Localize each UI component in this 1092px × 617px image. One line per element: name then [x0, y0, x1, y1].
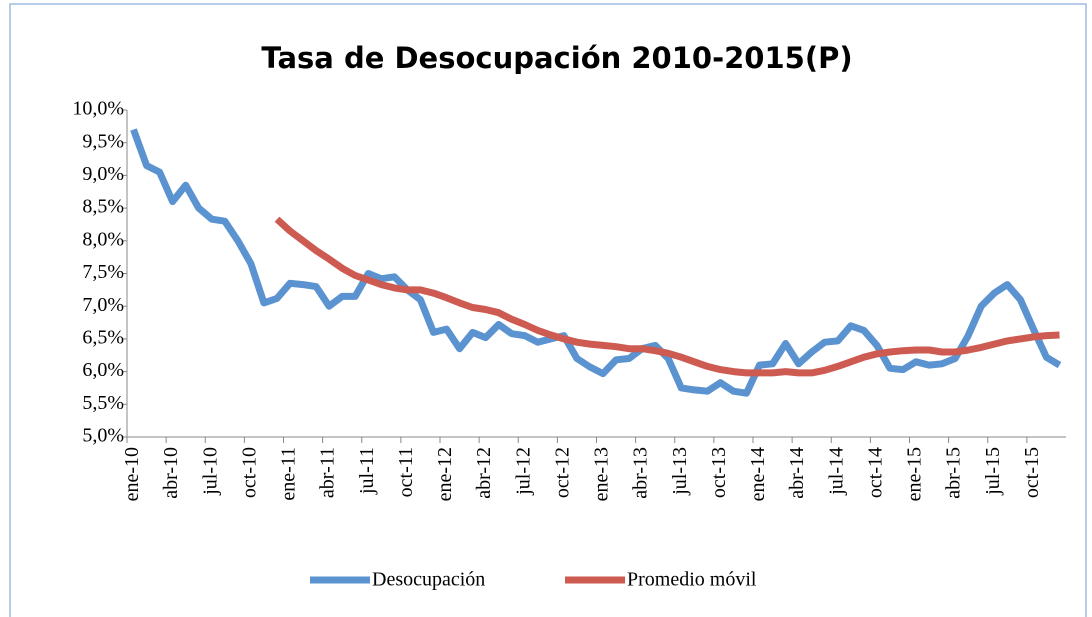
x-tick-label: oct-11	[395, 447, 417, 497]
x-tick-label: jul-10	[199, 447, 221, 496]
x-tick-label: ene-12	[434, 447, 456, 501]
legend-label: Desocupación	[372, 569, 485, 591]
y-tick-label: 7,0%	[82, 294, 124, 316]
x-tick-label: oct-15	[1021, 447, 1043, 498]
y-tick-label: 10,0%	[72, 98, 124, 120]
x-tick-label: jul-12	[512, 447, 534, 496]
y-tick-label: 9,0%	[82, 163, 124, 185]
x-tick-label: ene-11	[278, 447, 300, 501]
y-tick-label: 7,5%	[82, 261, 124, 283]
y-tick-label: 8,5%	[82, 196, 124, 218]
y-tick-label: 6,0%	[82, 359, 124, 381]
chart-title: Tasa de Desocupación 2010-2015(P)	[261, 41, 852, 75]
y-tick-label: 5,0%	[82, 425, 124, 447]
x-tick-label: oct-14	[864, 447, 886, 498]
x-tick-label: ene-13	[591, 447, 613, 501]
x-tick-label: oct-10	[238, 447, 260, 498]
x-tick-label: abr-10	[160, 447, 182, 499]
x-tick-label: abr-14	[786, 447, 808, 499]
x-tick-label: abr-12	[473, 447, 495, 499]
x-tick-label: ene-15	[904, 447, 926, 501]
series-line	[274, 216, 1060, 377]
x-tick-label: jul-13	[669, 447, 691, 496]
y-tick-label: 8,0%	[82, 228, 124, 250]
series-line	[130, 128, 1062, 397]
x-tick-label: jul-15	[982, 447, 1004, 496]
x-tick-label: abr-15	[943, 447, 965, 499]
x-tick-label: jul-14	[825, 447, 847, 496]
x-tick-label: ene-14	[747, 447, 769, 501]
x-tick-label: jul-11	[356, 447, 378, 495]
y-tick-label: 5,5%	[82, 392, 124, 414]
y-tick-label: 9,5%	[82, 130, 124, 152]
x-tick-label: oct-13	[708, 447, 730, 498]
x-tick-label: ene-10	[121, 447, 143, 501]
y-tick-label: 6,5%	[82, 326, 124, 348]
x-tick-label: abr-11	[317, 447, 339, 498]
x-tick-label: oct-12	[551, 447, 573, 498]
legend-label: Promedio móvil	[627, 569, 757, 591]
x-tick-label: abr-13	[630, 447, 652, 499]
chart-frame	[9, 3, 1087, 617]
